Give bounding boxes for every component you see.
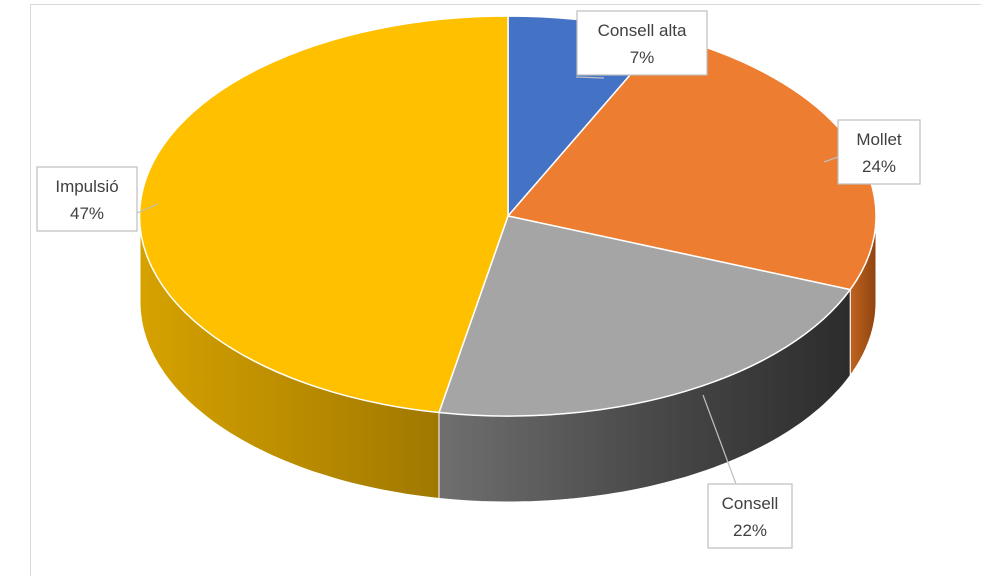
- data-label-box-mollet: [837, 119, 921, 185]
- data-label-value-mollet: 24%: [862, 157, 896, 176]
- pie-slice-impulsio: [138, 15, 509, 414]
- data-label-name-consell-alta: Consell alta: [598, 21, 687, 40]
- leader-line-consell-alta: [575, 76, 605, 79]
- data-label-box-impulsio: [36, 166, 138, 232]
- leader-line-impulsio: [136, 203, 159, 214]
- data-label-value-impulsio: 47%: [70, 204, 104, 223]
- data-label-box-consell: [707, 483, 793, 549]
- data-label-value-consell: 22%: [733, 521, 767, 540]
- chart-area: [30, 4, 981, 576]
- data-label-value-consell-alta: 7%: [630, 48, 655, 67]
- data-label-name-consell: Consell: [722, 494, 779, 513]
- data-label-name-impulsio: Impulsió: [55, 177, 118, 196]
- leader-line-consell: [702, 394, 737, 485]
- pie-slice-consell: [438, 215, 851, 417]
- data-label-name-mollet: Mollet: [856, 130, 902, 149]
- leader-line-mollet: [823, 156, 839, 163]
- data-label-box-consell-alta: [576, 10, 708, 76]
